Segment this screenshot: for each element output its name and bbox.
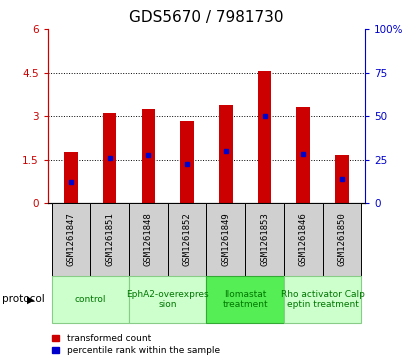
Bar bbox=[129, 276, 207, 323]
Text: control: control bbox=[75, 295, 106, 304]
Bar bbox=[335, 155, 349, 203]
Bar bbox=[64, 152, 78, 203]
Text: GSM1261847: GSM1261847 bbox=[66, 213, 76, 266]
Bar bbox=[51, 203, 90, 276]
Text: GSM1261851: GSM1261851 bbox=[105, 213, 114, 266]
Bar bbox=[103, 113, 117, 203]
Bar bbox=[219, 105, 232, 203]
Bar bbox=[129, 203, 168, 276]
Text: Rho activator Calp
eptin treatment: Rho activator Calp eptin treatment bbox=[281, 290, 364, 309]
Bar bbox=[207, 276, 284, 323]
Text: ▶: ▶ bbox=[27, 294, 34, 305]
Bar bbox=[258, 71, 271, 203]
Bar bbox=[142, 109, 155, 203]
Bar bbox=[168, 203, 207, 276]
Text: Ilomastat
treatment: Ilomastat treatment bbox=[222, 290, 268, 309]
Text: GSM1261853: GSM1261853 bbox=[260, 213, 269, 266]
Bar bbox=[207, 203, 245, 276]
Text: GSM1261850: GSM1261850 bbox=[337, 213, 347, 266]
Bar bbox=[245, 203, 284, 276]
Bar bbox=[90, 203, 129, 276]
Text: GSM1261846: GSM1261846 bbox=[299, 213, 308, 266]
Bar bbox=[322, 203, 361, 276]
Text: GSM1261848: GSM1261848 bbox=[144, 213, 153, 266]
Bar bbox=[284, 276, 361, 323]
Bar bbox=[296, 107, 310, 203]
Title: GDS5670 / 7981730: GDS5670 / 7981730 bbox=[129, 10, 284, 25]
Bar bbox=[51, 276, 129, 323]
Text: protocol: protocol bbox=[2, 294, 45, 305]
Bar bbox=[181, 121, 194, 203]
Text: EphA2-overexpres
sion: EphA2-overexpres sion bbox=[127, 290, 209, 309]
Bar bbox=[284, 203, 322, 276]
Legend: transformed count, percentile rank within the sample: transformed count, percentile rank withi… bbox=[52, 334, 220, 355]
Text: GSM1261849: GSM1261849 bbox=[221, 213, 230, 266]
Text: GSM1261852: GSM1261852 bbox=[183, 213, 192, 266]
